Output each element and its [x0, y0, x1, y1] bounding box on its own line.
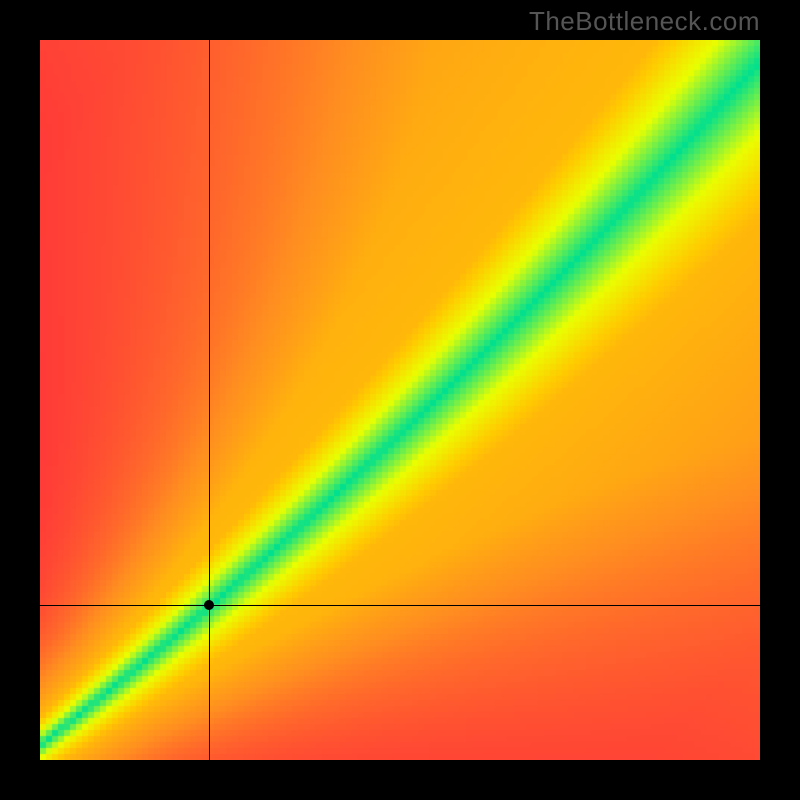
- heatmap-canvas: [40, 40, 760, 760]
- crosshair-vertical: [209, 40, 210, 760]
- crosshair-horizontal: [40, 605, 760, 606]
- heatmap-plot: [40, 40, 760, 760]
- crosshair-marker: [204, 600, 214, 610]
- watermark-text: TheBottleneck.com: [529, 6, 760, 37]
